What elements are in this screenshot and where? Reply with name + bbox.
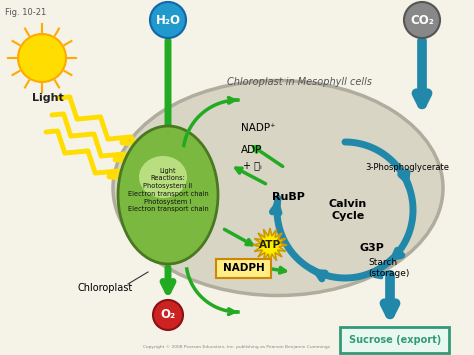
Ellipse shape	[118, 126, 218, 264]
Text: Copyright © 2008 Pearson Education, Inc. publishing as Pearson Benjamin Cummings: Copyright © 2008 Pearson Education, Inc.…	[144, 345, 330, 349]
Text: Chloroplast: Chloroplast	[77, 283, 133, 293]
Ellipse shape	[139, 156, 187, 198]
Polygon shape	[253, 228, 287, 262]
Text: Fig. 10-21: Fig. 10-21	[5, 8, 46, 17]
Text: RuBP: RuBP	[272, 192, 305, 202]
Text: Sucrose (export): Sucrose (export)	[349, 335, 441, 345]
Circle shape	[153, 300, 183, 330]
Text: Light
Reactions:
Photosystem II
Electron transport chain
Photosystem I
Electron : Light Reactions: Photosystem II Electron…	[128, 168, 209, 212]
Circle shape	[404, 2, 440, 38]
Text: NADPH: NADPH	[223, 263, 265, 273]
Text: G3P: G3P	[360, 243, 385, 253]
Text: + Ⓙᵢ: + Ⓙᵢ	[243, 160, 262, 170]
Text: Chloroplast in Mesophyll cells: Chloroplast in Mesophyll cells	[228, 77, 373, 87]
Circle shape	[18, 34, 66, 82]
Text: O₂: O₂	[160, 308, 175, 322]
FancyBboxPatch shape	[340, 327, 449, 353]
Text: H₂O: H₂O	[155, 13, 181, 27]
Text: Light: Light	[32, 93, 64, 103]
Text: 3-Phosphoglycerate: 3-Phosphoglycerate	[365, 164, 449, 173]
Circle shape	[150, 2, 186, 38]
Text: ADP: ADP	[241, 145, 263, 155]
Ellipse shape	[113, 81, 443, 295]
Text: ATP: ATP	[259, 240, 281, 250]
Text: CO₂: CO₂	[410, 13, 434, 27]
Text: NADP⁺: NADP⁺	[241, 123, 275, 133]
Text: Calvin
Cycle: Calvin Cycle	[329, 199, 367, 221]
Text: Starch
(storage): Starch (storage)	[368, 258, 410, 278]
FancyBboxPatch shape	[217, 258, 272, 278]
